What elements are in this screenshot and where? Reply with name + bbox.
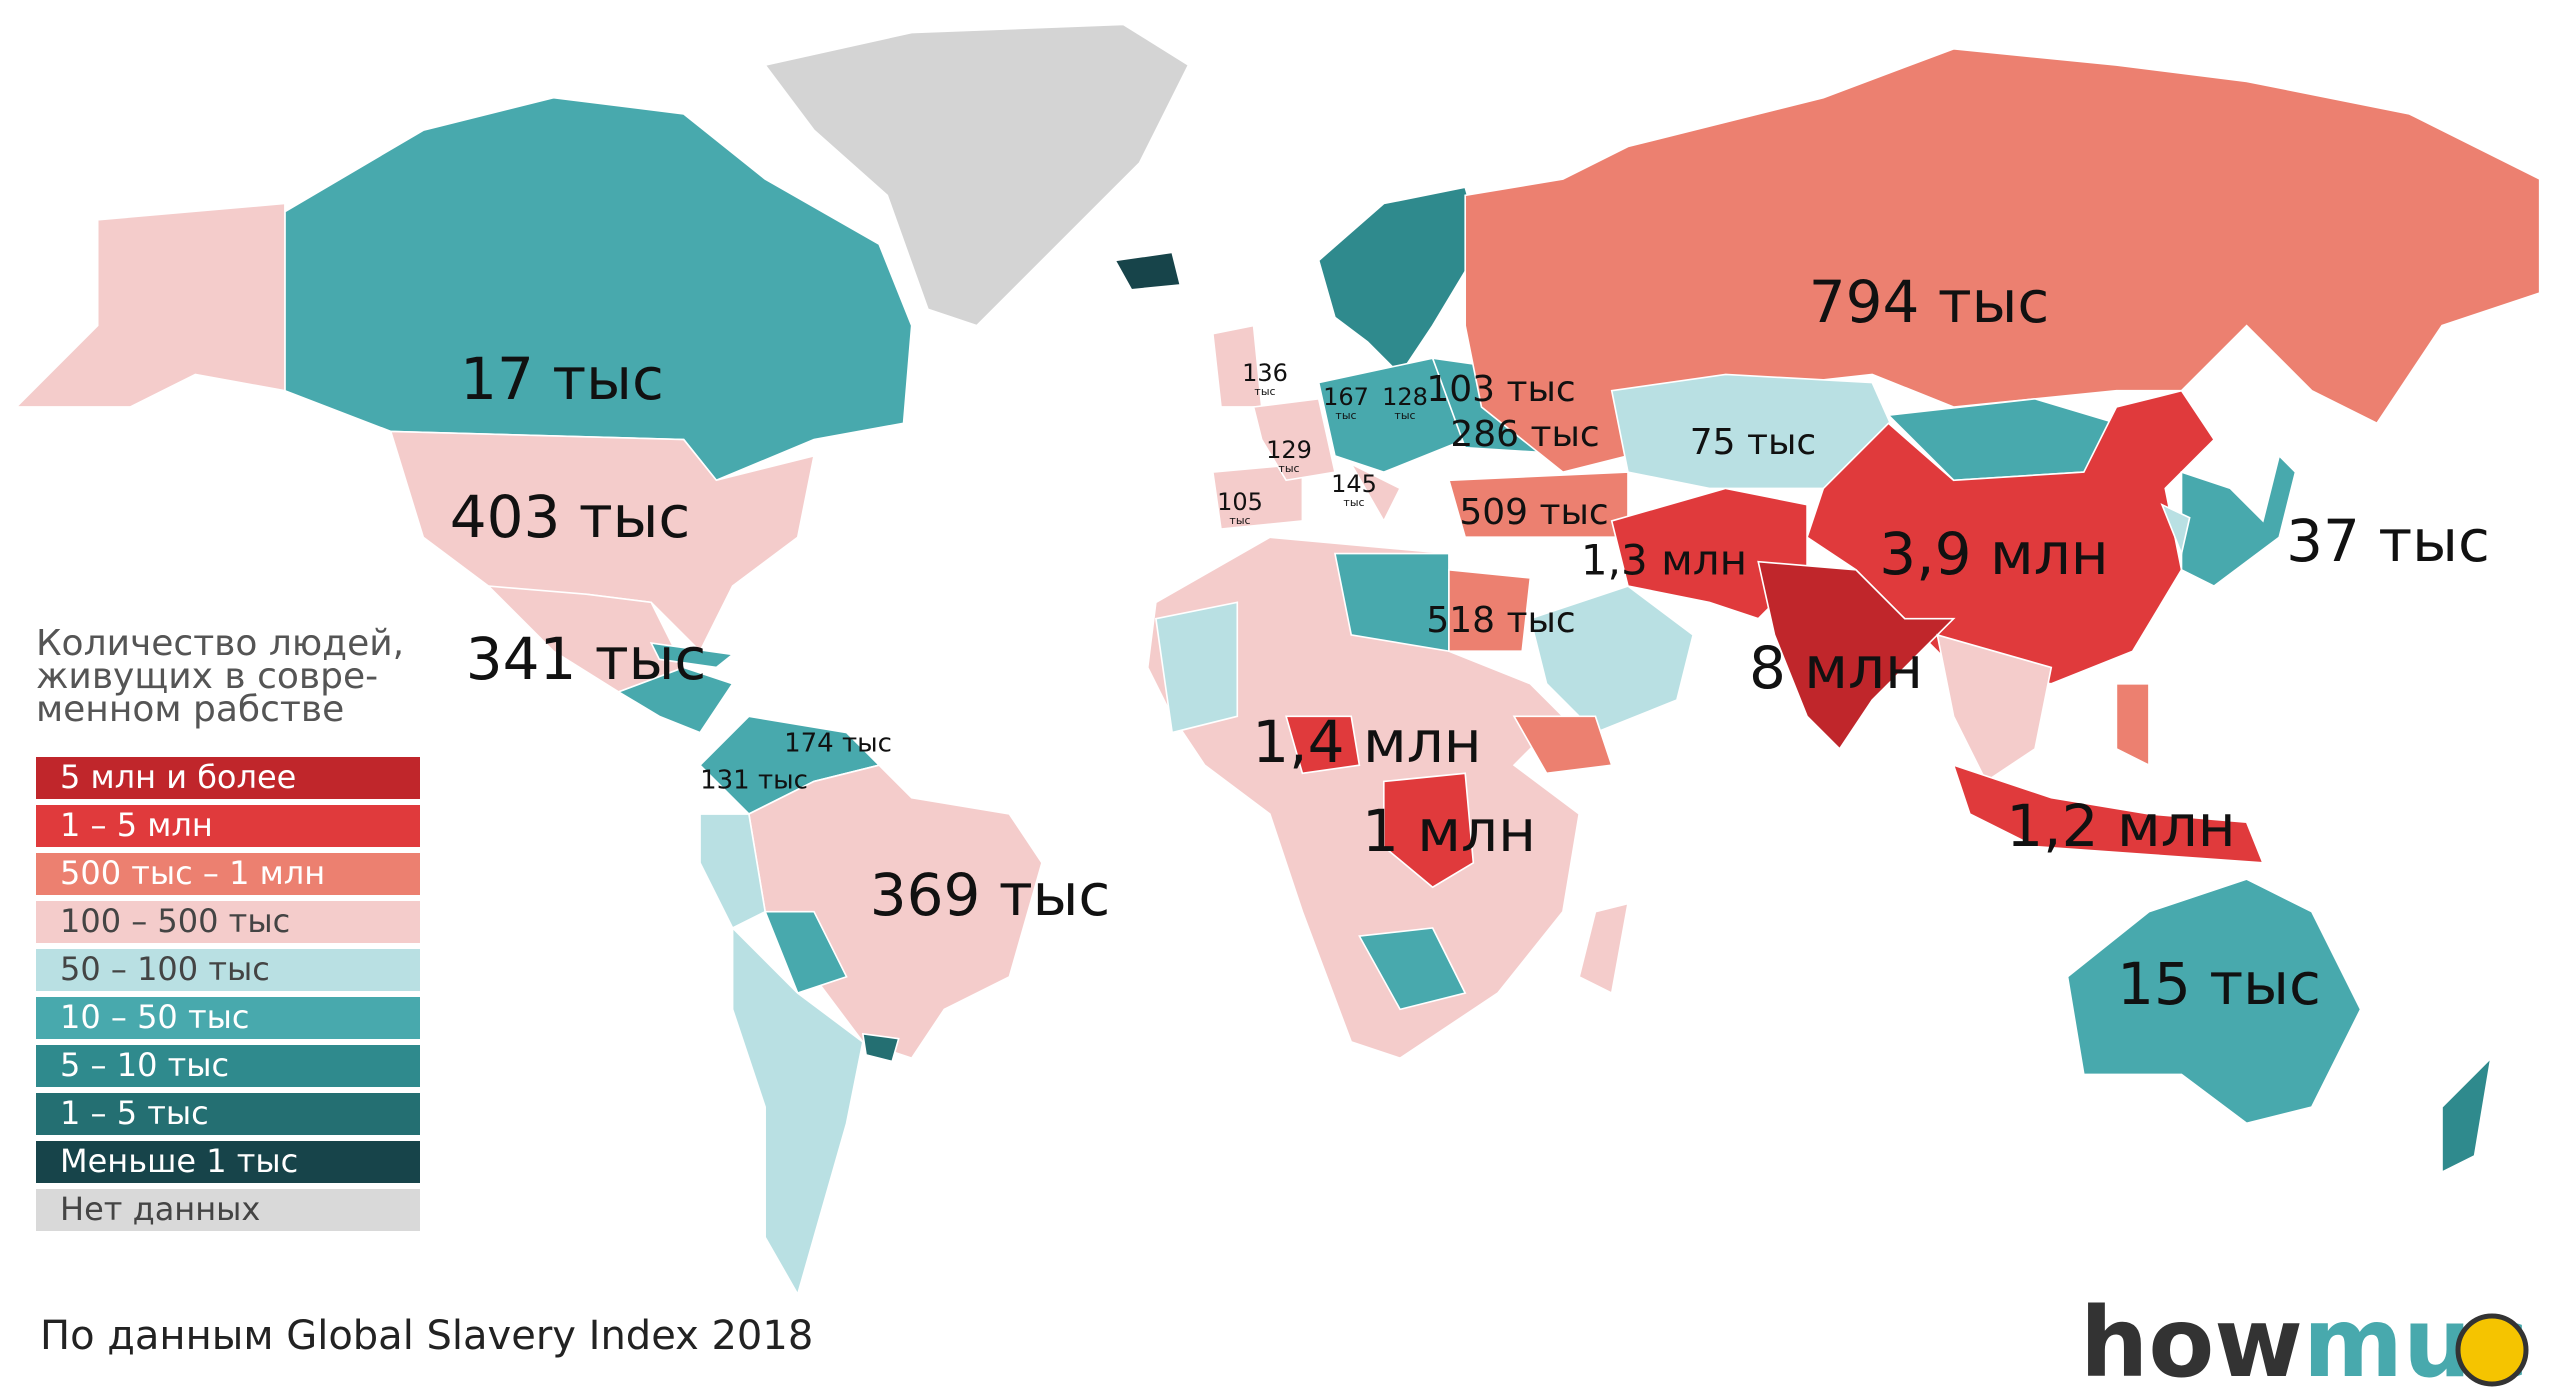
small-label-number: 145 (1331, 470, 1377, 498)
logo-icon (2455, 1313, 2529, 1387)
legend-swatch (36, 1189, 420, 1231)
legend: Количество людей,живущих в совре-менном … (36, 623, 420, 1231)
legend-swatch (36, 1093, 420, 1135)
map-label: 37 тыс (2286, 507, 2490, 575)
map-label: 174 тыс (784, 729, 892, 759)
map-label: 15 тыс (2117, 950, 2321, 1018)
legend-label: Меньше 1 тыс (60, 1142, 298, 1180)
map-label: 1,2 млн (2006, 792, 2235, 860)
small-label-number: 105 (1217, 488, 1263, 516)
legend-title: менном рабстве (36, 689, 344, 730)
small-label-number: 128 (1382, 383, 1428, 411)
legend-title: живущих в совре- (36, 656, 378, 697)
small-label-unit: тыс (1278, 462, 1299, 475)
small-label-number: 167 (1323, 383, 1369, 411)
legend-label: 5 – 10 тыс (60, 1046, 229, 1084)
legend-label: 10 – 50 тыс (60, 998, 249, 1036)
map-label: 286 тыс (1450, 414, 1599, 455)
legend-swatch (36, 853, 420, 895)
map-label: 1 млн (1362, 797, 1536, 865)
map-label: 131 тыс (700, 766, 808, 796)
legend-label: 100 – 500 тыс (60, 902, 290, 940)
map-label: 1,3 млн (1581, 536, 1747, 585)
legend-label: 1 – 5 млн (60, 806, 213, 844)
small-label-unit: тыс (1229, 514, 1250, 527)
small-label-unit: тыс (1343, 496, 1364, 509)
legend-label: 500 тыс – 1 млн (60, 854, 325, 892)
map-label: 518 тыс (1426, 600, 1575, 641)
legend-swatch (36, 1141, 420, 1183)
logo: howmuc (2080, 1287, 2529, 1398)
map-label: 75 тыс (1690, 422, 1816, 463)
map-labels: 794 тыс 17 тыс 403 тыс 341 тыс 369 тыс 3,9 мл… (450, 268, 2490, 1018)
map-label: 17 тыс (460, 345, 664, 413)
legend-swatch (36, 997, 420, 1039)
small-label-unit: тыс (1335, 409, 1356, 422)
map-label: 3,9 млн (1879, 520, 2108, 588)
small-label-number: 129 (1266, 436, 1312, 464)
logo-first: how (2080, 1287, 2303, 1394)
legend-swatch (36, 805, 420, 847)
legend-swatch (36, 1045, 420, 1087)
source: По данным Global Slavery Index 2018 (40, 1313, 813, 1359)
map-label: 794 тыс (1809, 268, 2050, 336)
legend-swatch (36, 757, 420, 799)
legend-swatch (36, 901, 420, 943)
map-label: 369 тыс (870, 861, 1111, 929)
legend-label: 50 – 100 тыс (60, 950, 270, 988)
small-label-unit: тыс (1394, 409, 1415, 422)
legend-label: Нет данных (60, 1190, 260, 1228)
map-label: 1,4 млн (1252, 708, 1481, 776)
world-map (14, 23, 2541, 1297)
map-label: 8 млн (1749, 634, 1923, 702)
legend-swatch (36, 949, 420, 991)
map-label: 341 тыс (466, 625, 707, 693)
map-label: 509 тыс (1459, 492, 1608, 533)
legend-label: 1 – 5 тыс (60, 1094, 209, 1132)
small-label-unit: тыс (1254, 385, 1275, 398)
legend-label: 5 млн и более (60, 758, 296, 796)
small-label-number: 136 (1242, 359, 1288, 387)
map-label: 103 тыс (1426, 369, 1575, 410)
map-label: 403 тыс (450, 483, 691, 551)
legend-title: Количество людей, (36, 623, 404, 664)
